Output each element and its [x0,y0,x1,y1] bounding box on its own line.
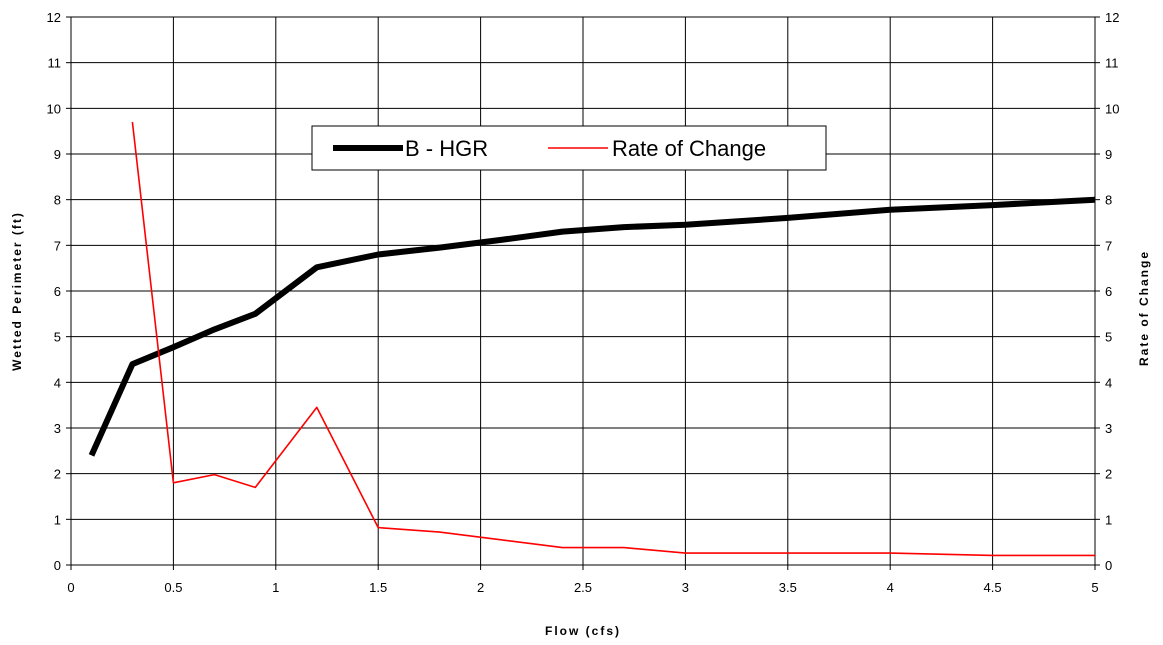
x-tick-label: 0.5 [164,580,182,595]
x-axis-title: Flow (cfs) [545,624,621,638]
y-tick-label: 0 [54,558,61,573]
x-tick-label: 2.5 [574,580,592,595]
x-tick-label: 4 [887,580,894,595]
y2-tick-label: 0 [1105,558,1112,573]
tick-labels: 0 0.5 1 1.5 2 2.5 3 3.5 4 4.5 50 01 12 23 34 45 56 67 78 89… [47,10,1120,595]
x-tick-label: 0 [67,580,74,595]
x-tick-label: 5 [1091,580,1098,595]
x-tick-label: 2 [477,580,484,595]
y2-tick-label: 5 [1105,330,1112,345]
y-tick-label: 8 [54,193,61,208]
series-layer [88,121,1096,557]
y2-tick-label: 7 [1105,238,1112,253]
y-tick-label: 1 [54,512,61,527]
y-tick-label: 12 [47,10,61,25]
y-tick-label: 11 [48,56,62,71]
y2-tick-label: 2 [1105,467,1112,482]
axes [66,16,1100,570]
plot-border [70,16,1096,566]
x-tick-label: 1 [272,580,279,595]
y2-tick-label: 8 [1105,193,1112,208]
y2-tick-label: 9 [1105,147,1112,162]
y-tick-label: 7 [54,238,61,253]
x-tick-label: 3.5 [779,580,797,595]
y-tick-label: 3 [54,421,61,436]
x-tick-label: 3 [682,580,689,595]
y-tick-label: 4 [54,375,61,390]
y2-tick-label: 3 [1105,421,1112,436]
series-line-b-hgr [88,196,1096,457]
y-tick-label: 5 [54,330,61,345]
legend: B - HGR Rate of Change [311,125,827,171]
y2-tick-label: 6 [1105,284,1112,299]
legend-label-rate-of-change: Rate of Change [612,136,766,161]
y-tick-label: 6 [54,284,61,299]
y2-tick-label: 11 [1105,56,1119,71]
y-tick-label: 10 [47,101,61,116]
y2-tick-label: 12 [1105,10,1119,25]
series-line-rate-of-change [131,121,1095,557]
x-tick-label: 4.5 [984,580,1002,595]
y-tick-label: 2 [54,467,61,482]
y2-tick-label: 4 [1105,375,1112,390]
y2-tick-label: 1 [1105,512,1112,527]
x-tick-label: 1.5 [369,580,387,595]
y2-tick-label: 10 [1105,101,1119,116]
legend-label-b-hgr: B - HGR [405,136,488,161]
y-tick-label: 9 [54,147,61,162]
y2-axis-title: Rate of Change [1137,250,1151,366]
y-axis-title: Wetted Perimeter (ft) [10,211,24,371]
